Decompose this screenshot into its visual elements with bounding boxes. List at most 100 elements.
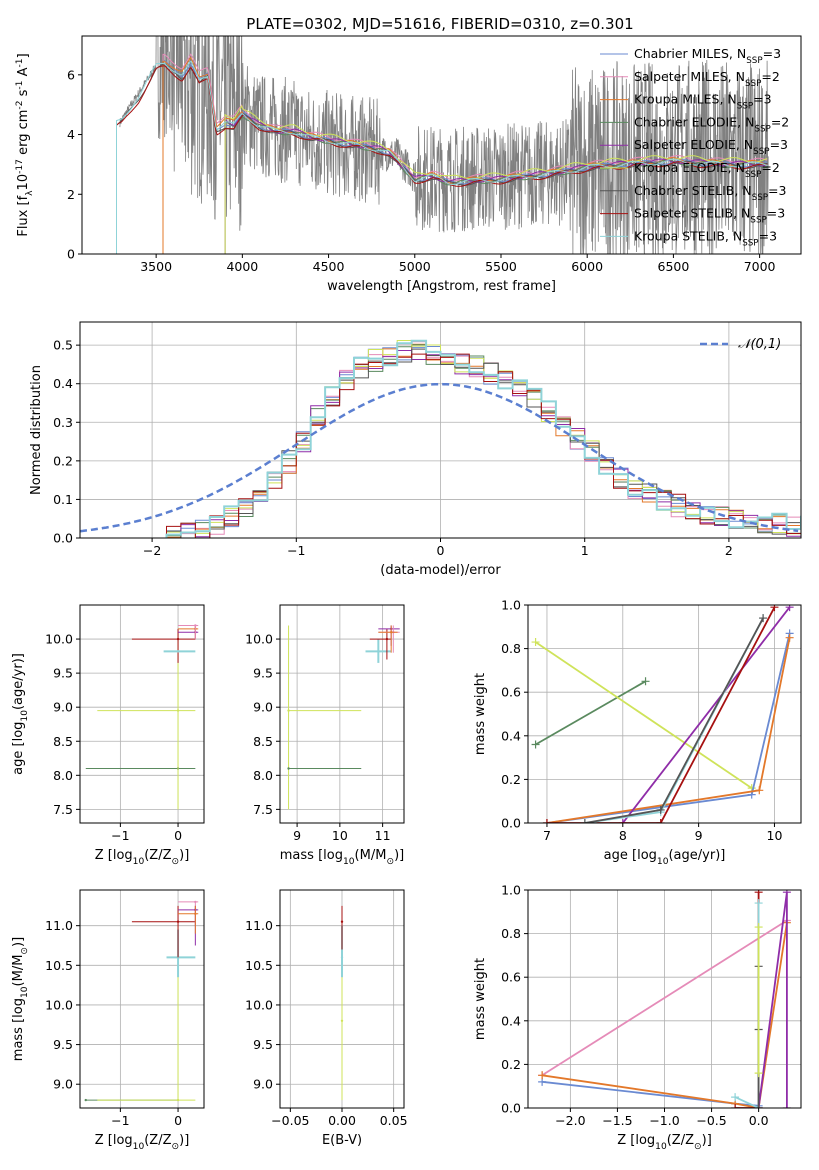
plus-marker [782,1104,791,1108]
legend-entry: Kroupa STELIB, NSSP=3 [634,228,777,248]
plus-marker [641,677,650,686]
y-tick-label: 0.0 [501,1101,521,1116]
figure-title: PLATE=0302, MJD=51616, FIBERID=0310, z=0… [246,15,633,33]
plot-area [538,890,791,1108]
data-point [287,709,290,712]
legend-entry: Kroupa ELODIE, NSSP=2 [634,160,780,180]
plus-marker [770,605,779,612]
y-tick-label: 11.0 [245,918,273,933]
plot-area [80,339,801,538]
legend-entry: Chabrier ELODIE, NSSP=2 [634,114,789,134]
x-tick-label: 0 [174,828,182,843]
y-tick-label: 10.5 [45,958,73,973]
y-tick-label: 0.0 [501,816,521,831]
y-tick-label: 6 [67,67,75,82]
histogram-step [166,353,801,538]
y-tick-label: 0.8 [501,641,521,656]
series-line [547,606,776,823]
y-tick-label: 0.8 [501,926,521,941]
data-point [340,956,344,959]
y-tick-label: 9.0 [253,1077,273,1092]
plot-area [84,900,199,1102]
series-line [541,919,788,1077]
histogram-step [166,340,801,538]
x-tick-label: 9 [695,828,703,843]
y-axis-label: mass [log10(M/M⊙)] [11,937,30,1061]
data-point [176,920,180,923]
x-tick-label: 0.0 [749,1113,769,1128]
x-tick-label: 0.00 [328,1113,356,1128]
data-point [340,1019,344,1022]
legend: 𝒩(0,1) [700,337,781,352]
y-tick-label: 9.0 [253,700,273,715]
x-axis-label: E(B-V) [322,1133,362,1148]
x-axis-label: wavelength [Angstrom, rest frame] [327,279,556,294]
plus-marker [754,890,763,897]
x-tick-label: 6500 [658,259,690,274]
y-tick-label: 10.0 [45,632,73,647]
y-tick-label: 8.5 [53,734,73,749]
series-line [535,641,753,789]
y-tick-label: 0.4 [501,728,521,743]
y-tick-label: 0 [67,247,75,262]
y-tick-label: 4 [67,127,75,142]
data-point [84,1098,87,1102]
y-tick-label: 1.0 [501,598,521,613]
y-tick-label: 0.2 [501,1057,521,1072]
x-tick-label: 0.05 [380,1113,408,1128]
y-tick-label: 7.5 [53,802,73,817]
model-line [116,60,768,254]
series-line [622,606,791,823]
axes-residuals: −2 −1 0 1 2 0.0 0.1 0.2 0.3 0.4 0.5 (data-model)/er… [29,321,802,578]
plus-marker [731,1104,740,1108]
legend-entry: Salpeter STELIB, NSSP=3 [634,206,785,226]
y-tick-label: 7.5 [253,802,273,817]
plus-marker [782,890,791,897]
x-tick-label: 4500 [313,259,345,274]
series-line [757,892,788,1108]
plus-marker [759,614,768,623]
x-tick-label: 2 [725,543,733,558]
legend-entry: Salpeter ELODIE, NSSP=3 [634,137,788,157]
x-axis-label: Z [log10(Z/Z⊙)] [95,1133,190,1152]
plus-marker [618,819,627,823]
plot-area [116,36,769,254]
data-point [385,637,389,641]
y-tick-label: 10.5 [245,958,273,973]
axes-mass_vs_Z: −1 0 9.0 9.5 10.0 10.5 11.0 Z [log10(Z/Z⊙)] mass… [11,889,205,1152]
x-tick-label: 3500 [140,259,172,274]
x-tick-label: −0.05 [271,1113,309,1128]
data-point [340,920,344,923]
legend-entry: Kroupa MILES, NSSP=3 [634,92,772,112]
x-axis-label: (data-model)/error [380,563,501,578]
x-axis-label: Z [log10(Z/Z⊙)] [617,1133,712,1152]
y-tick-label: 0.2 [53,453,73,468]
legend-entry: 𝒩(0,1) [738,337,781,352]
y-tick-label: 0.4 [501,1013,521,1028]
y-tick-label: 9.0 [53,700,73,715]
plus-marker [754,1069,763,1078]
x-tick-label: 4000 [226,259,258,274]
x-axis-label: mass [log10(M/M⊙)] [280,848,404,867]
y-tick-label: 0.4 [53,376,73,391]
normal-curve [80,382,799,533]
y-tick-label: 0.3 [53,415,73,430]
y-tick-label: 8.0 [253,768,273,783]
legend-entry: Chabrier STELIB, NSSP=3 [634,183,786,203]
x-tick-label: −1 [111,1113,129,1128]
histogram-step [166,341,801,538]
data-point [377,650,380,653]
plus-marker [531,740,540,749]
y-tick-label: 0.6 [501,685,521,700]
x-tick-label: 5000 [399,259,431,274]
axes-frame [279,604,405,824]
x-tick-label: 7000 [744,259,776,274]
data-spectrum [119,36,769,254]
data-point [194,900,197,904]
y-tick-label: 8.5 [253,734,273,749]
legend-entry: Chabrier MILES, NSSP=3 [634,46,781,66]
y-tick-label: 11.0 [45,918,73,933]
histogram-step [166,343,801,538]
plus-marker [656,805,665,814]
